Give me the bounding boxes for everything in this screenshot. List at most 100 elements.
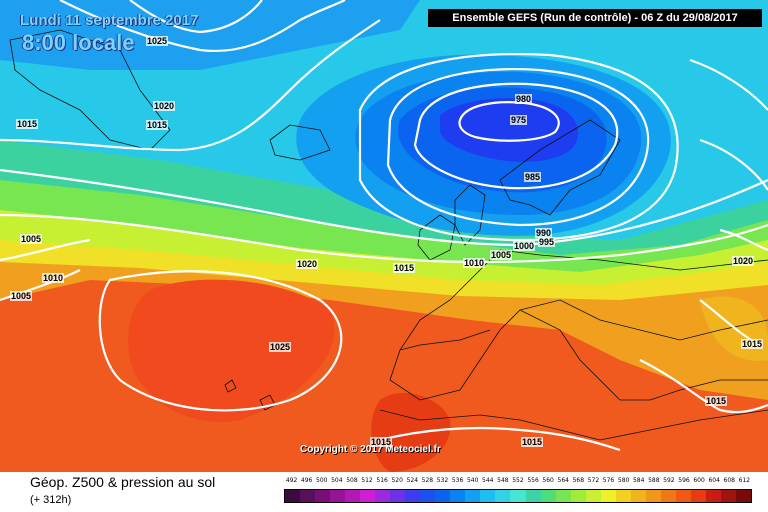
legend-swatch	[465, 490, 481, 502]
legend-tick: 524	[406, 477, 419, 484]
legend-tick: 552	[512, 477, 524, 484]
legend-tick: 516	[376, 477, 388, 484]
legend-swatch	[330, 490, 346, 502]
legend-tick: 600	[693, 477, 705, 484]
color-legend	[284, 489, 752, 503]
legend-tick-labels: 492 496 500 504 508 512 516 520 524 528 532 536 540 5…	[284, 477, 752, 489]
legend-tick: 540	[466, 477, 479, 484]
footer: Géop. Z500 & pression au sol (+ 312h) 49…	[0, 472, 768, 512]
field-north-cold	[0, 0, 420, 70]
run-info-banner: Ensemble GEFS (Run de contrôle) - 06 Z d…	[428, 9, 762, 27]
legend-tick: 496	[300, 477, 313, 484]
legend-swatch	[555, 490, 571, 502]
isobar-label: 1005	[10, 291, 33, 301]
legend-tick: 572	[587, 477, 600, 484]
legend-tick: 520	[391, 477, 403, 484]
legend-tick: 556	[527, 477, 539, 484]
isobars	[0, 0, 768, 452]
legend-swatch	[315, 490, 331, 502]
isobar-label: 1015	[146, 120, 169, 130]
isobar-label: 1015	[16, 119, 39, 129]
legend-tick: 532	[436, 477, 449, 484]
legend-tick: 536	[451, 477, 464, 484]
legend-swatch	[345, 490, 361, 502]
legend-swatch	[510, 490, 526, 502]
isobar-label: 1005	[20, 234, 43, 244]
isobar-label: 1020	[296, 259, 319, 269]
isobar-label: 1025	[269, 342, 292, 352]
forecast-local-time: 8:00 locale	[22, 30, 135, 55]
isobar-label: 1015	[393, 263, 416, 273]
legend-swatch	[630, 490, 646, 502]
legend-tick: 588	[648, 477, 660, 484]
isobar-label: 1005	[490, 250, 513, 260]
legend-tick: 548	[497, 477, 509, 484]
isobar-label: 990	[535, 228, 553, 238]
legend-swatch	[645, 490, 661, 502]
legend-tick: 560	[542, 477, 554, 484]
isobar-label: 1010	[463, 258, 486, 268]
isobar-label: 995	[538, 237, 556, 247]
legend-swatch	[705, 490, 721, 502]
legend-tick: 584	[632, 477, 645, 484]
legend-swatch	[450, 490, 466, 502]
legend-tick: 604	[708, 477, 720, 484]
legend-swatch	[615, 490, 631, 502]
legend-tick: 492	[285, 477, 298, 484]
legend-tick: 580	[617, 477, 630, 484]
legend-swatch	[375, 490, 391, 502]
isobar-label: 985	[524, 172, 542, 182]
footer-title: Géop. Z500 & pression au sol	[30, 474, 216, 490]
copyright: Copyright © 2017 Meteociel.fr	[300, 444, 441, 455]
legend-swatch	[540, 490, 556, 502]
legend-swatch	[660, 490, 676, 502]
field-low-core	[440, 98, 579, 162]
isobar-label: 975	[510, 115, 528, 125]
legend-swatch	[435, 490, 451, 502]
legend-swatch	[690, 490, 706, 502]
legend-swatch	[570, 490, 586, 502]
isobar-label: 980	[515, 94, 533, 104]
footer-lead-time: (+ 312h)	[30, 494, 72, 506]
isobar-label: 1015	[705, 396, 728, 406]
isobar-label: 1025	[146, 36, 169, 46]
legend-swatch	[600, 490, 616, 502]
legend-tick: 564	[557, 477, 569, 484]
weather-map: Lundi 11 septembre 2017 8:00 locale Ense…	[0, 0, 768, 472]
legend-swatch	[525, 490, 541, 502]
legend-swatch	[285, 490, 301, 502]
isobar-label: 1015	[741, 339, 764, 349]
legend-swatch	[420, 490, 436, 502]
legend-swatch	[480, 490, 496, 502]
legend-tick: 592	[663, 477, 675, 484]
isobar-label: 1020	[732, 256, 755, 266]
legend-swatch	[405, 490, 421, 502]
legend-tick: 512	[361, 477, 373, 484]
legend-swatch	[675, 490, 691, 502]
legend-swatch	[300, 490, 316, 502]
legend-swatch	[495, 490, 511, 502]
legend-tick: 504	[331, 477, 343, 484]
legend-swatch	[390, 490, 406, 502]
legend-swatch	[585, 490, 601, 502]
isobar-label: 1015	[370, 437, 393, 447]
legend-tick: 500	[316, 477, 328, 484]
isobar-label: 1020	[153, 101, 176, 111]
legend-tick: 528	[421, 477, 434, 484]
legend-tick: 612	[738, 477, 751, 484]
field-warm-core-west	[128, 279, 335, 422]
legend-swatch	[360, 490, 376, 502]
legend-tick: 568	[572, 477, 585, 484]
map-canvas	[0, 0, 768, 472]
legend-swatch	[720, 490, 736, 502]
legend-tick: 596	[678, 477, 690, 484]
forecast-date: Lundi 11 septembre 2017	[20, 12, 199, 29]
isobar-label: 1000	[513, 241, 536, 251]
legend-swatch	[735, 490, 751, 502]
legend-tick: 608	[723, 477, 735, 484]
legend-tick: 544	[482, 477, 494, 484]
isobar-label: 1010	[42, 273, 65, 283]
coastlines	[9, 29, 768, 441]
isobar-label: 1015	[521, 437, 544, 447]
legend-tick: 508	[346, 477, 358, 484]
